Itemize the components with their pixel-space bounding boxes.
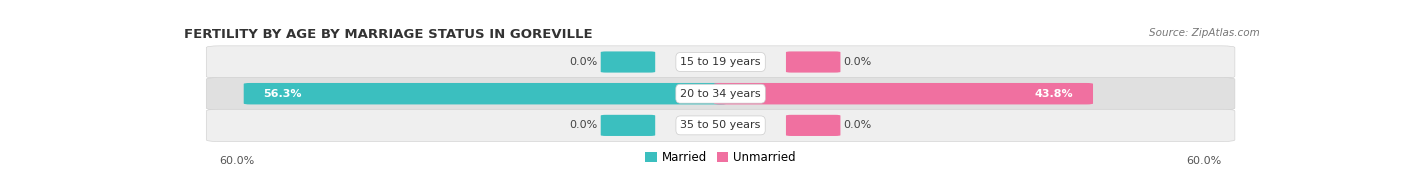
Text: 15 to 19 years: 15 to 19 years [681, 57, 761, 67]
FancyBboxPatch shape [207, 109, 1234, 142]
FancyBboxPatch shape [600, 51, 655, 73]
FancyBboxPatch shape [714, 83, 1092, 104]
Text: 56.3%: 56.3% [263, 89, 302, 99]
Text: 0.0%: 0.0% [569, 57, 598, 67]
Text: 60.0%: 60.0% [1187, 156, 1222, 166]
Text: 60.0%: 60.0% [219, 156, 254, 166]
Text: 0.0%: 0.0% [569, 120, 598, 130]
Text: 43.8%: 43.8% [1035, 89, 1073, 99]
FancyBboxPatch shape [786, 51, 841, 73]
FancyBboxPatch shape [786, 115, 841, 136]
Text: FERTILITY BY AGE BY MARRIAGE STATUS IN GOREVILLE: FERTILITY BY AGE BY MARRIAGE STATUS IN G… [184, 28, 593, 41]
Legend: Married, Unmarried: Married, Unmarried [641, 146, 800, 169]
Text: 0.0%: 0.0% [844, 120, 872, 130]
Text: Source: ZipAtlas.com: Source: ZipAtlas.com [1149, 28, 1260, 38]
FancyBboxPatch shape [207, 46, 1234, 78]
FancyBboxPatch shape [600, 115, 655, 136]
Text: 35 to 50 years: 35 to 50 years [681, 120, 761, 130]
FancyBboxPatch shape [207, 78, 1234, 110]
Text: 20 to 34 years: 20 to 34 years [681, 89, 761, 99]
FancyBboxPatch shape [243, 83, 727, 104]
Text: 0.0%: 0.0% [844, 57, 872, 67]
